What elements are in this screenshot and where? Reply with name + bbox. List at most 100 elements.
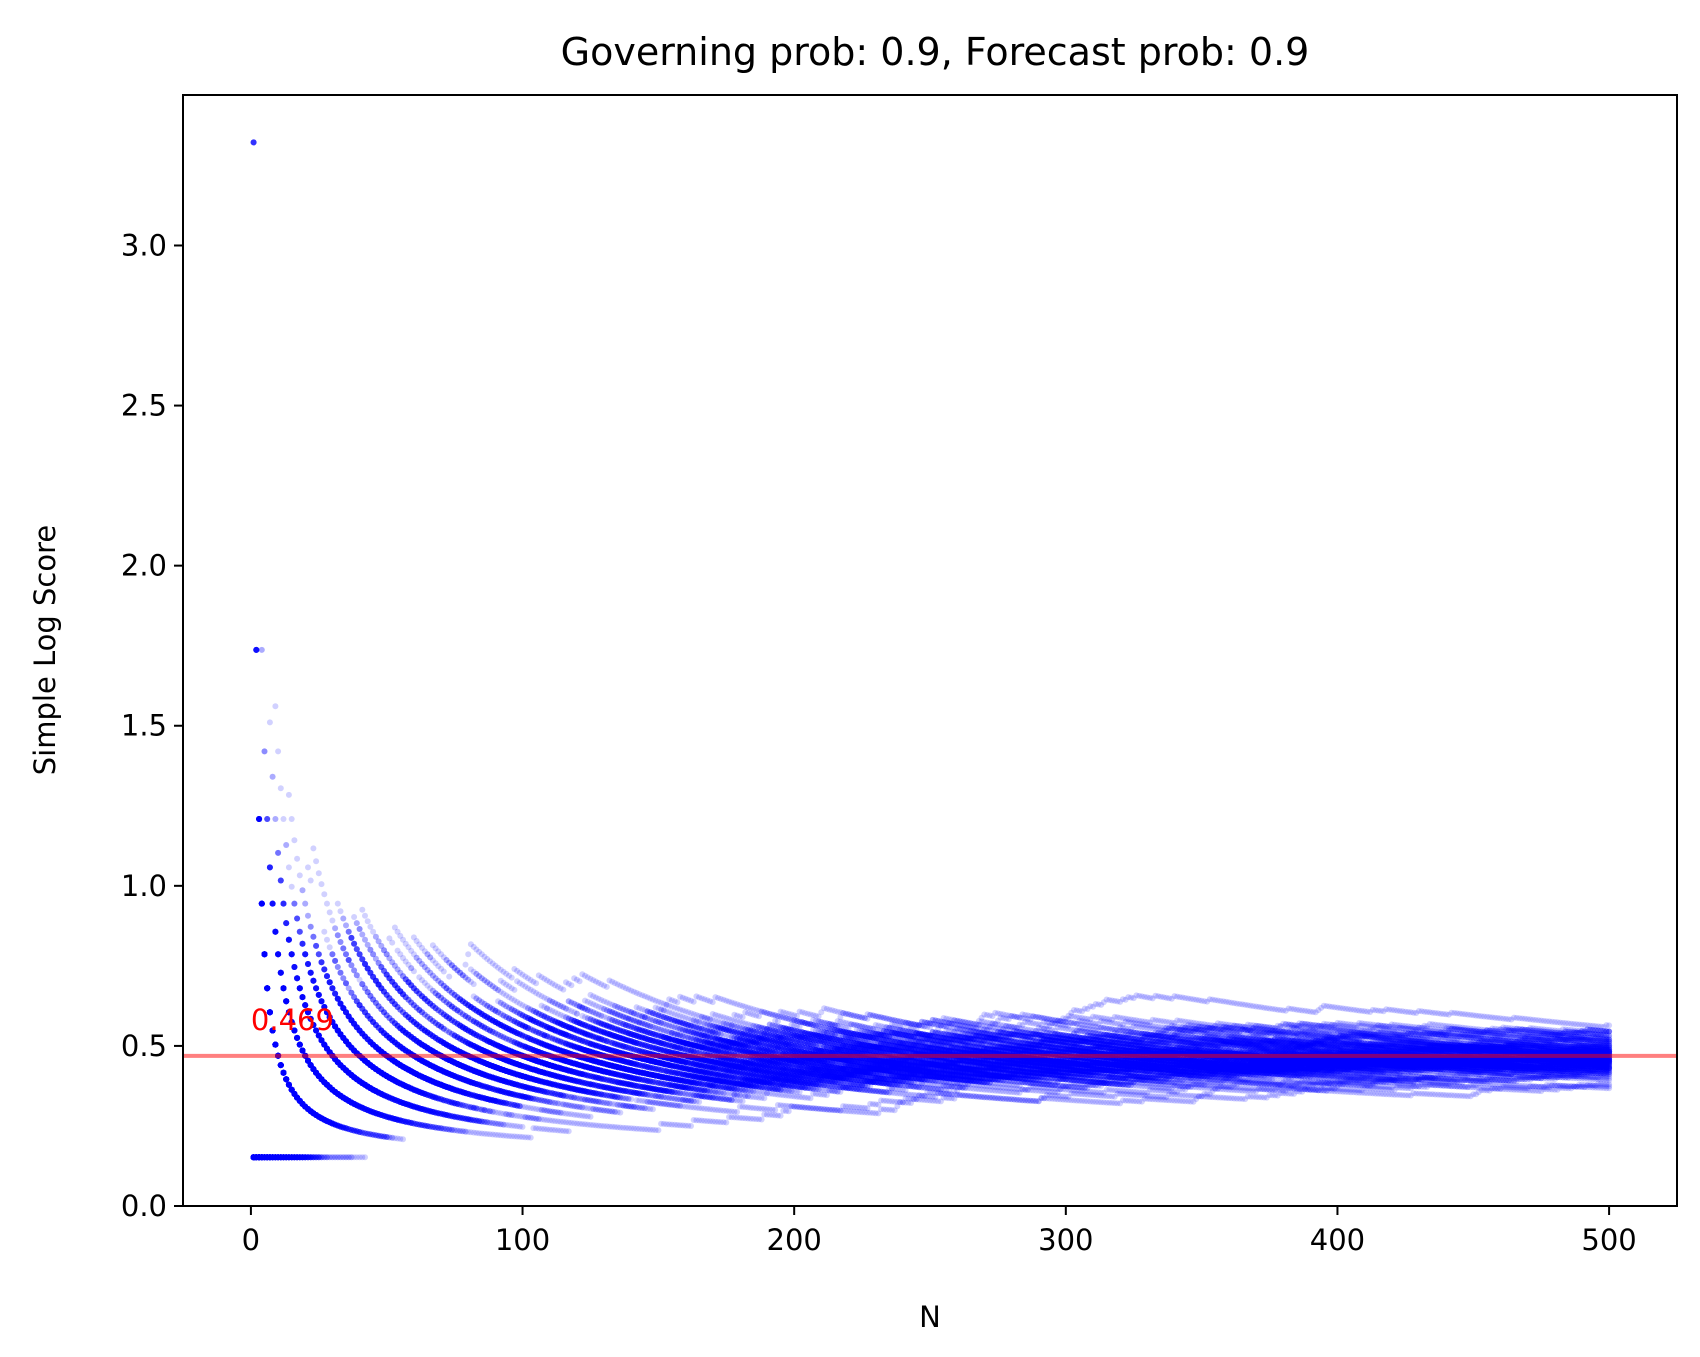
data-point [462,1038,469,1045]
data-point [617,1027,624,1034]
data-point [614,1026,621,1033]
data-point [413,1021,420,1028]
data-point [424,1013,431,1020]
data-point [389,998,396,1005]
data-point [446,1029,453,1036]
data-point [622,1029,629,1036]
data-point [345,985,352,992]
data-point [375,981,382,988]
data-point [253,1154,260,1161]
data-point [598,1028,605,1035]
data-point [334,995,341,1002]
data-point [410,1019,417,1025]
data-point [372,999,379,1006]
data-point [416,1007,423,1013]
data-point [563,1058,569,1065]
data-point [324,973,330,980]
data-point [326,979,333,986]
data-point [321,966,328,973]
data-point [299,994,306,1001]
data-point [381,988,387,995]
data-point [544,1061,550,1068]
data-point [611,1033,618,1040]
data-points [250,139,1613,1161]
data-point [601,1029,607,1036]
data-point [486,1039,493,1045]
data-point [506,1047,512,1054]
data-point [470,1042,477,1049]
data-point [329,985,336,992]
data-point [620,1028,627,1035]
data-point [318,959,325,966]
data-point [359,981,366,988]
data-point [500,1045,507,1052]
plot-area: 0.469 [183,139,1677,1161]
data-point [386,995,393,1002]
data-point [272,1041,279,1048]
data-point [429,1018,436,1024]
data-point [383,991,390,998]
data-point [356,1002,363,1009]
data-point [283,998,290,1005]
data-point [606,1031,613,1038]
data-point [256,1154,263,1161]
data-point [427,1015,434,1022]
data-point [364,989,371,996]
data-point [261,951,268,958]
data-point [367,992,374,999]
data-point [495,1042,502,1049]
data-point [264,985,271,992]
data-point [541,1060,548,1067]
data-point [315,951,322,958]
data-point [549,1062,556,1069]
data-point [451,1032,458,1039]
data-point [457,1035,464,1042]
data-point [508,1048,515,1055]
data-point [294,1034,301,1041]
data-point [285,1009,292,1016]
data-point [432,1020,439,1026]
data-point [391,1001,398,1008]
data-point [296,985,303,992]
data-point [481,1036,488,1043]
data-point [603,1030,610,1037]
data-point [467,1041,474,1048]
data-point [484,1037,491,1044]
data-point [266,1009,273,1016]
data-point [609,1032,616,1039]
data-point [405,1014,412,1021]
data-point [302,951,309,958]
data-point [402,1011,409,1018]
data-point [419,1009,425,1016]
data-point [332,990,339,997]
data-point [560,1057,567,1064]
data-point [277,1062,284,1069]
data-point [258,1154,265,1161]
data-point [408,1016,415,1023]
data-point [370,996,377,1003]
data-point [394,1004,401,1010]
data-point [473,1044,480,1051]
data-point [492,1041,499,1048]
data-point [476,1045,483,1052]
data-point [378,985,385,992]
data-point [459,1037,466,1044]
data-point [348,989,355,996]
data-point [337,1000,344,1007]
data-point [448,1030,455,1037]
data-point [584,1047,591,1054]
data-point [305,912,311,919]
data-point [288,1019,295,1025]
data-point [530,1056,537,1063]
data-point [590,1041,597,1048]
data-point [351,994,358,1001]
data-point [340,1005,347,1012]
data-point [538,1059,545,1066]
data-point [397,1006,404,1013]
data-point [503,1046,510,1053]
data-point [435,1022,442,1028]
data-point [438,1023,445,1030]
data-point [313,942,320,949]
data-point [478,1046,485,1053]
